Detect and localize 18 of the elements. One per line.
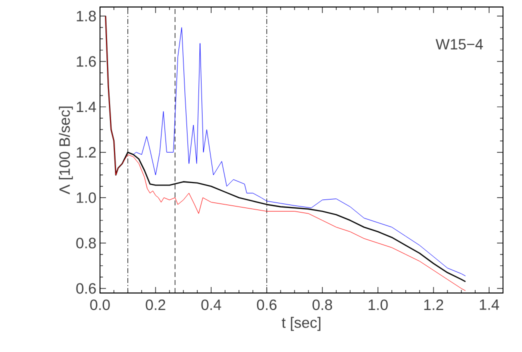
x-tick-label: 1.0 bbox=[368, 300, 388, 310]
x-tick-label: 0.4 bbox=[201, 300, 222, 310]
y-tick-label: 1.2 bbox=[76, 147, 96, 158]
y-tick-label: 1.4 bbox=[76, 102, 96, 112]
y-tick-label: 0.6 bbox=[76, 283, 96, 294]
x-axis-title: t [sec] bbox=[282, 316, 320, 331]
x-tick-label: 1.4 bbox=[480, 300, 500, 310]
x-tick-label: 0.8 bbox=[312, 300, 332, 310]
x-tick-label: 0.6 bbox=[256, 300, 276, 310]
y-tick-label: 1.8 bbox=[76, 10, 96, 22]
x-tick-label: 0.2 bbox=[146, 300, 166, 310]
y-tick-label: 1.6 bbox=[76, 56, 96, 67]
y-axis-title: Λ [100 B/sec] bbox=[58, 106, 73, 194]
y-tick-label: 0.8 bbox=[76, 238, 96, 248]
x-tick-label: 0.0 bbox=[90, 300, 110, 310]
annotation: W15−4 bbox=[436, 39, 483, 50]
y-tick-label: 1.0 bbox=[76, 192, 96, 203]
x-tick-label: 1.2 bbox=[424, 300, 444, 310]
